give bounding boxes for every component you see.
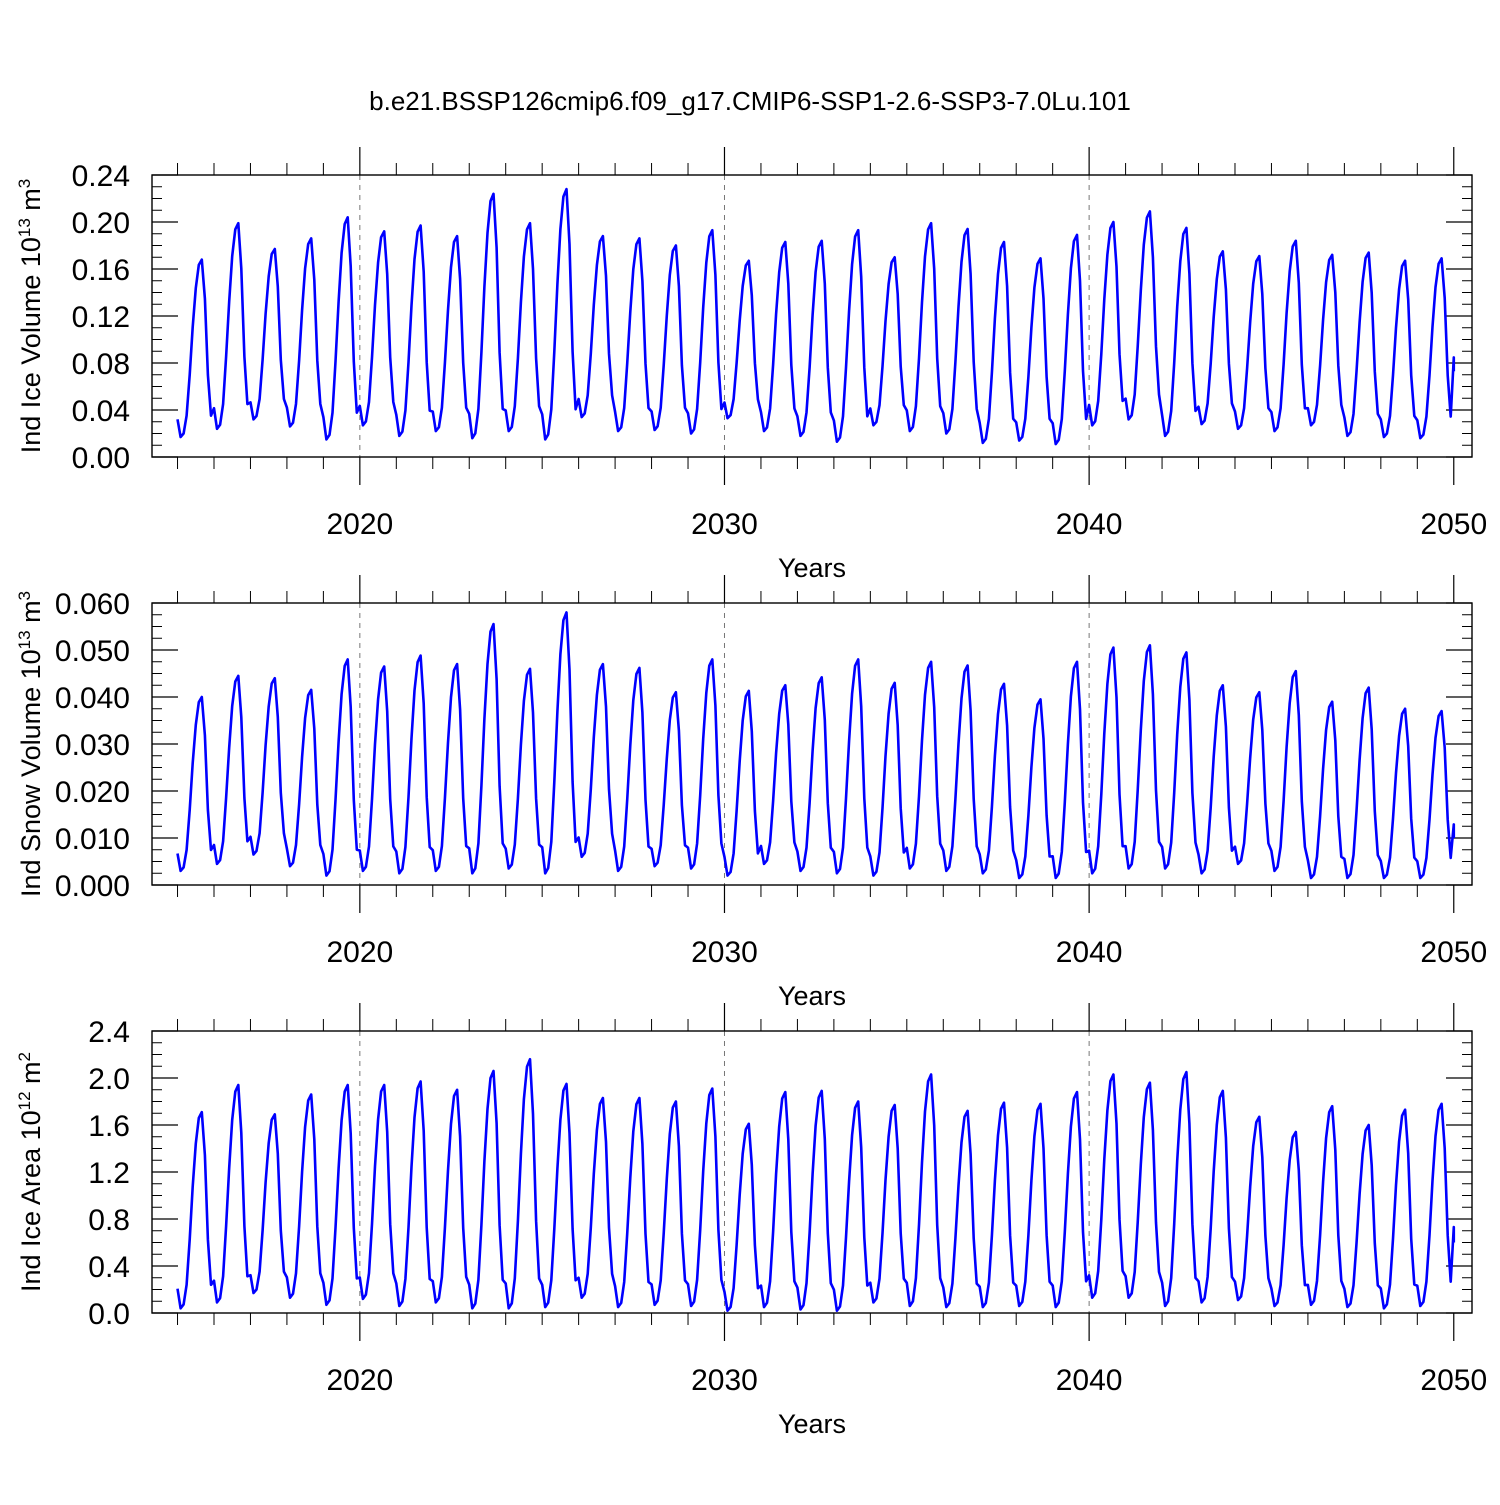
- y-tick-label: 0.040: [55, 682, 130, 715]
- x-tick-label: 2030: [691, 936, 758, 969]
- y-axis-label-text: Ind Snow Volume 10: [16, 649, 46, 897]
- y-axis-label: Ind Ice Volume 1013 m3: [15, 179, 46, 454]
- y-tick-label: 2.0: [88, 1063, 130, 1096]
- y-tick-label: 2.4: [88, 1016, 130, 1049]
- x-axis-label: Years: [778, 553, 846, 583]
- y-tick-label: 0.0: [88, 1298, 130, 1331]
- x-tick-label: 2030: [691, 508, 758, 541]
- y-axis-label-exponent: 13: [15, 218, 34, 237]
- panel-ind-snow-volume: 0.000 0.010 0.020 0.030 0.040 0.050 0.060 2020 2…: [15, 575, 1487, 1011]
- y-axis-label-text: Ind Ice Volume 10: [16, 237, 46, 453]
- y-tick-label: 0.030: [55, 729, 130, 762]
- x-tick-label: 2030: [691, 1364, 758, 1397]
- y-tick-label: 0.00: [72, 442, 130, 475]
- x-tick-label: 2040: [1056, 508, 1123, 541]
- y-tick-label: 0.050: [55, 635, 130, 668]
- y-tick-label: 0.8: [88, 1204, 130, 1237]
- y-axis-label: Ind Ice Area 1012 m2: [15, 1052, 46, 1292]
- y-tick-label: 0.020: [55, 776, 130, 809]
- x-axis-label: Years: [778, 981, 846, 1011]
- plot-frame: [151, 1030, 1473, 1314]
- y-tick-label: 0.060: [55, 588, 130, 621]
- panel-ind-ice-volume: 0.00 0.04 0.08 0.12 0.16 0.20 0.24 2020 2030 2040…: [15, 147, 1487, 583]
- y-tick-label: 1.6: [88, 1110, 130, 1143]
- x-tick-label: 2020: [326, 936, 393, 969]
- series-line-ind-ice-volume: [176, 187, 1456, 446]
- x-tick-label: 2020: [326, 1364, 393, 1397]
- y-axis-label: Ind Snow Volume 1013 m3: [15, 591, 46, 897]
- x-tick-label: 2040: [1056, 936, 1123, 969]
- y-tick-label: 0.24: [72, 160, 130, 193]
- series-line-ind-snow-volume: [176, 611, 1456, 880]
- series-line-ind-ice-area: [176, 1057, 1456, 1312]
- x-tick-label: 2040: [1056, 1364, 1123, 1397]
- y-axis-label-unit-exponent: 2: [15, 1052, 34, 1061]
- y-axis-label-unit: m: [16, 600, 46, 630]
- x-tick-label: 2020: [326, 508, 393, 541]
- y-axis-label-unit: m: [16, 188, 46, 218]
- y-tick-label: 0.08: [72, 348, 130, 381]
- y-tick-label: 0.4: [88, 1251, 130, 1284]
- y-axis-label-text: Ind Ice Area 10: [16, 1110, 46, 1292]
- x-axis-label: Years: [778, 1409, 846, 1439]
- y-axis-label-unit: m: [16, 1061, 46, 1091]
- y-tick-label: 1.2: [88, 1157, 130, 1190]
- y-tick-label: 0.010: [55, 823, 130, 856]
- y-tick-label: 0.16: [72, 254, 130, 287]
- panel-ind-ice-area: 0.0 0.4 0.8 1.2 1.6 2.0 2.4 2020 2030 2040 2050 Yea…: [15, 1003, 1487, 1439]
- y-tick-label: 0.20: [72, 207, 130, 240]
- plot-frame: [151, 174, 1473, 458]
- y-tick-label: 0.04: [72, 395, 130, 428]
- y-tick-label: 0.000: [55, 870, 130, 903]
- x-tick-label: 2050: [1420, 936, 1487, 969]
- figure-title: b.e21.BSSP126cmip6.f09_g17.CMIP6-SSP1-2.…: [369, 86, 1131, 116]
- y-tick-label: 0.12: [72, 301, 130, 334]
- y-axis-label-exponent: 13: [15, 630, 34, 649]
- y-axis-label-unit-exponent: 3: [15, 179, 34, 188]
- x-tick-label: 2050: [1420, 1364, 1487, 1397]
- plot-frame: [151, 602, 1473, 886]
- y-axis-label-unit-exponent: 3: [15, 591, 34, 600]
- y-axis-label-exponent: 12: [15, 1091, 34, 1110]
- x-tick-label: 2050: [1420, 508, 1487, 541]
